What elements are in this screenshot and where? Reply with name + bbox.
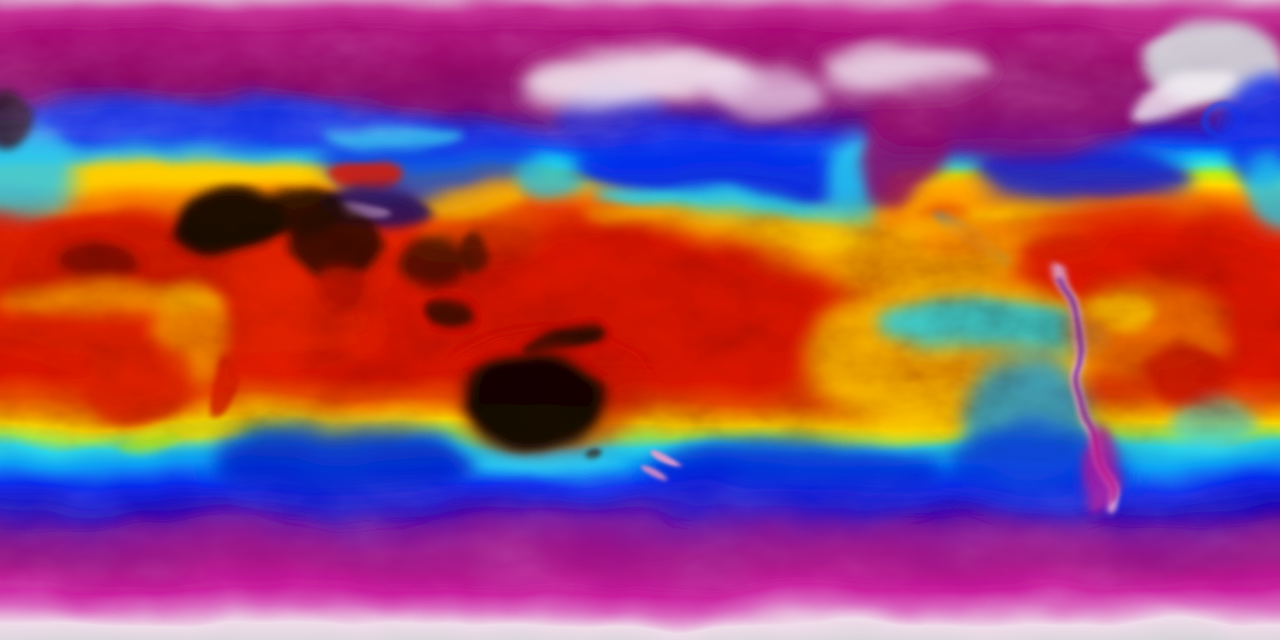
- tropics-swirl-texture: [0, 185, 1280, 465]
- south-polar-cloud-texture: [0, 470, 1280, 610]
- tarim-red-patch: [327, 158, 403, 186]
- north-polar-cloud-texture: [0, 10, 1280, 160]
